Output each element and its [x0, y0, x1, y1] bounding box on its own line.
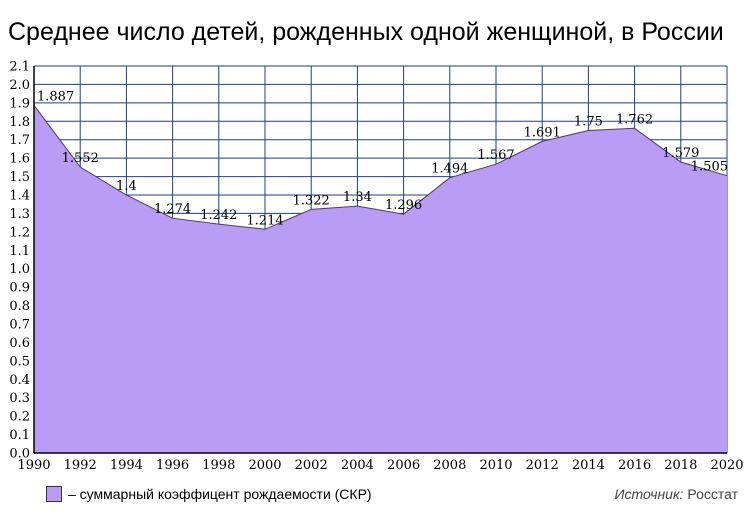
- y-tick-label: 1.0: [9, 262, 30, 277]
- y-tick-label: 1.3: [9, 207, 30, 222]
- data-labels: 1.887 1.552 1.4 1.274 1.242 1.214 1.322 1.34 1.2…: [37, 89, 728, 228]
- x-tick-label: 2010: [479, 458, 512, 473]
- x-tick-label: 1992: [64, 458, 97, 473]
- x-tick-label: 2008: [433, 458, 466, 473]
- y-tick-label: 2.0: [9, 78, 30, 93]
- y-tick-label: 1.4: [9, 189, 30, 204]
- y-tick-label: 1.5: [9, 170, 30, 185]
- data-label: 1.579: [662, 146, 699, 161]
- y-tick-label: 0.2: [9, 410, 30, 425]
- y-tick-label: 0.1: [9, 428, 30, 443]
- y-tick-label: 0.0: [9, 447, 30, 462]
- data-label: 1.214: [246, 213, 283, 228]
- data-label: 1.505: [691, 160, 728, 175]
- x-tick-label: 2020: [710, 458, 743, 473]
- x-tick-label: 1998: [202, 458, 235, 473]
- x-tick-label: 2018: [664, 458, 697, 473]
- y-tick-label: 0.8: [9, 299, 30, 314]
- chart-title: Среднее число детей, рожденных одной жен…: [8, 18, 724, 46]
- legend: – суммарный коэффицент рождаемости (СКР): [46, 486, 372, 502]
- x-tick-label: 2000: [248, 458, 281, 473]
- y-tick-label: 0.3: [9, 391, 30, 406]
- x-tick-label: 2004: [341, 458, 374, 473]
- data-label: 1.242: [200, 208, 237, 223]
- data-label: 1.691: [524, 125, 561, 140]
- data-label: 1.75: [574, 115, 603, 130]
- area-fill: [34, 105, 727, 454]
- area-layer: [33, 105, 728, 454]
- y-tick-label: 1.7: [9, 133, 30, 148]
- data-label: 1.322: [293, 193, 330, 208]
- y-tick-label: 1.9: [9, 96, 30, 111]
- x-tick-label: 2014: [572, 458, 605, 473]
- y-tick-label: 0.6: [9, 336, 30, 351]
- y-tick-label: 1.6: [9, 152, 30, 167]
- data-label: 1.34: [343, 190, 372, 205]
- legend-label: – суммарный коэффицент рождаемости (СКР): [68, 486, 372, 502]
- x-tick-label: 2016: [618, 458, 651, 473]
- y-tick-label: 1.8: [9, 115, 30, 130]
- data-label: 1.494: [431, 162, 468, 177]
- source-label: Источник:: [614, 486, 684, 502]
- source-value: Росстат: [687, 486, 738, 502]
- y-tick-label: 1.2: [9, 225, 30, 240]
- data-label: 1.4: [116, 179, 137, 194]
- y-tick-label: 0.5: [9, 354, 30, 369]
- x-tick-label: 2002: [295, 458, 328, 473]
- x-tick-label: 1990: [17, 458, 50, 473]
- data-label: 1.762: [616, 112, 653, 127]
- y-tick-label: 2.1: [9, 60, 30, 75]
- data-label: 1.296: [385, 198, 422, 213]
- x-tick-label: 1996: [156, 458, 189, 473]
- x-tick-label: 1994: [110, 458, 143, 473]
- data-label: 1.552: [62, 151, 99, 166]
- source-note: Источник: Росстат: [615, 486, 738, 502]
- y-tick-label: 0.9: [9, 281, 30, 296]
- y-tick-label: 0.7: [9, 318, 30, 333]
- x-tick-label: 2012: [526, 458, 559, 473]
- legend-swatch: [46, 486, 62, 502]
- x-tick-label: 2006: [387, 458, 420, 473]
- y-tick-label: 1.1: [9, 244, 30, 259]
- data-label: 1.567: [477, 148, 514, 163]
- y-tick-label: 0.4: [9, 373, 30, 388]
- data-label: 1.274: [154, 202, 191, 217]
- series-line: [33, 105, 728, 230]
- data-label: 1.887: [37, 89, 74, 104]
- axis-layer: 0.00.10.20.30.40.50.60.70.80.91.01.11.21…: [9, 60, 743, 474]
